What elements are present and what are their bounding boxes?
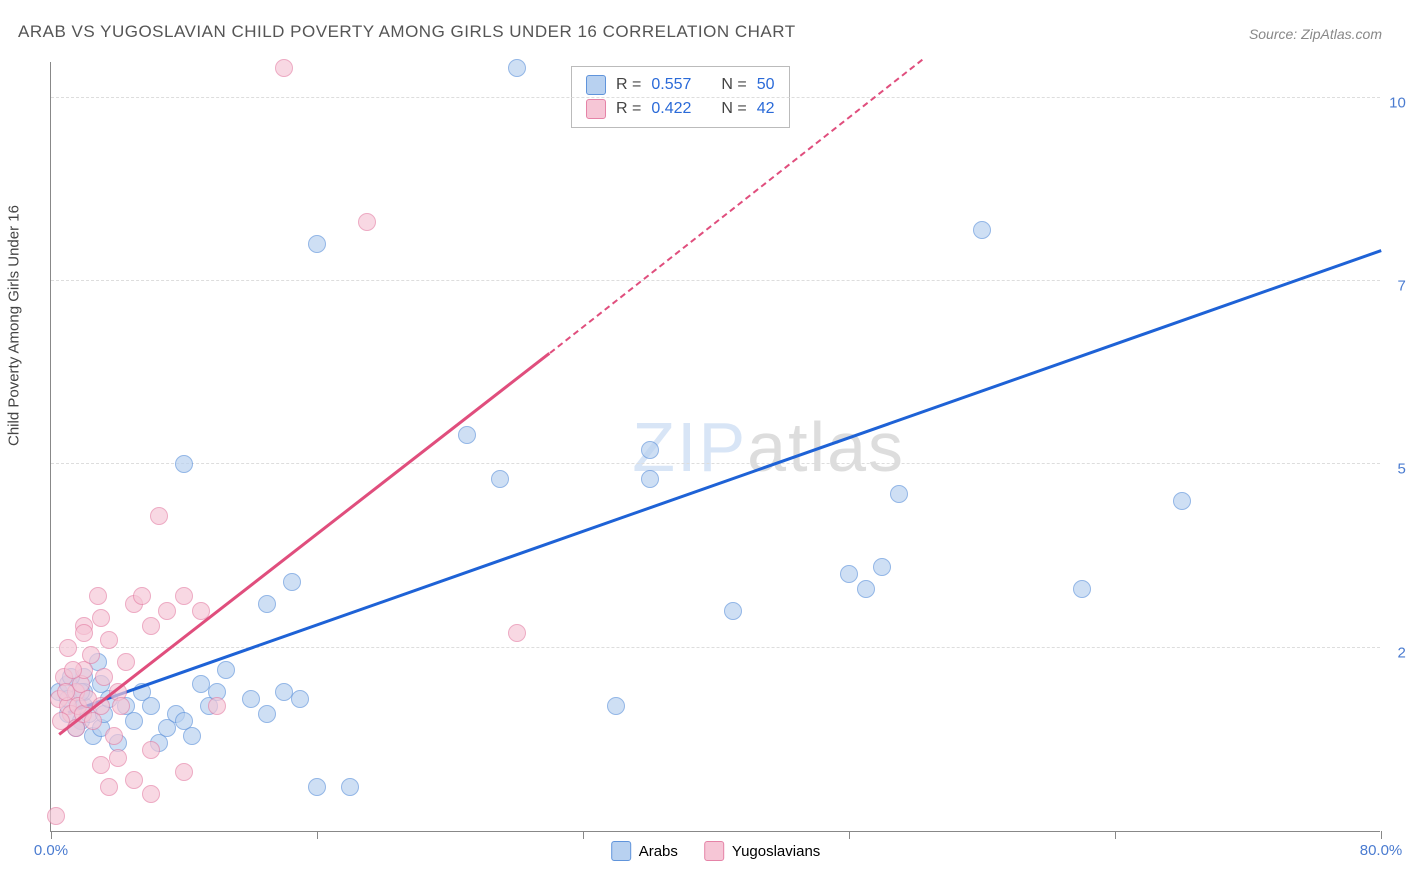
legend-item: Yugoslavians: [704, 841, 820, 861]
x-tick: [1115, 831, 1116, 839]
gridline: [51, 280, 1380, 281]
data-point: [125, 712, 143, 730]
scatter-plot: ZIPatlas R =0.557N =50R =0.422N =42 Arab…: [50, 62, 1380, 832]
legend-swatch: [586, 75, 606, 95]
r-label: R =: [616, 100, 641, 118]
n-value: 42: [757, 100, 775, 118]
data-point: [92, 756, 110, 774]
data-point: [142, 617, 160, 635]
y-tick-label: 100.0%: [1389, 94, 1406, 111]
chart-title: ARAB VS YUGOSLAVIAN CHILD POVERTY AMONG …: [18, 22, 796, 42]
gridline: [51, 97, 1380, 98]
source-label: Source: ZipAtlas.com: [1249, 26, 1382, 42]
y-tick-label: 25.0%: [1397, 644, 1406, 661]
data-point: [89, 587, 107, 605]
data-point: [840, 565, 858, 583]
data-point: [208, 697, 226, 715]
x-tick: [51, 831, 52, 839]
data-point: [142, 785, 160, 803]
data-point: [607, 697, 625, 715]
y-tick-label: 75.0%: [1397, 278, 1406, 295]
data-point: [242, 690, 260, 708]
r-value: 0.422: [651, 100, 691, 118]
data-point: [175, 587, 193, 605]
data-point: [275, 59, 293, 77]
data-point: [75, 624, 93, 642]
data-point: [508, 59, 526, 77]
data-point: [158, 602, 176, 620]
data-point: [59, 639, 77, 657]
data-point: [857, 580, 875, 598]
legend-swatch: [611, 841, 631, 861]
trend-line: [67, 249, 1381, 713]
x-tick-label: 0.0%: [34, 842, 68, 859]
y-axis-title: Child Poverty Among Girls Under 16: [6, 205, 23, 446]
data-point: [873, 558, 891, 576]
data-point: [95, 668, 113, 686]
x-tick-label: 80.0%: [1360, 842, 1403, 859]
legend-swatch: [586, 99, 606, 119]
data-point: [1173, 492, 1191, 510]
data-point: [283, 573, 301, 591]
data-point: [100, 778, 118, 796]
watermark: ZIPatlas: [632, 407, 905, 487]
data-point: [890, 485, 908, 503]
data-point: [641, 470, 659, 488]
data-point: [308, 778, 326, 796]
data-point: [641, 441, 659, 459]
data-point: [142, 697, 160, 715]
legend-label: Yugoslavians: [732, 843, 820, 860]
data-point: [508, 624, 526, 642]
data-point: [1073, 580, 1091, 598]
data-point: [142, 741, 160, 759]
data-point: [175, 455, 193, 473]
data-point: [112, 697, 130, 715]
x-tick: [317, 831, 318, 839]
data-point: [341, 778, 359, 796]
x-tick: [1381, 831, 1382, 839]
data-point: [724, 602, 742, 620]
gridline: [51, 463, 1380, 464]
data-point: [92, 609, 110, 627]
data-point: [291, 690, 309, 708]
data-point: [183, 727, 201, 745]
n-label: N =: [721, 76, 746, 94]
data-point: [125, 771, 143, 789]
data-point: [64, 661, 82, 679]
data-point: [100, 631, 118, 649]
y-tick-label: 50.0%: [1397, 461, 1406, 478]
data-point: [133, 587, 151, 605]
data-point: [47, 807, 65, 825]
data-point: [150, 507, 168, 525]
data-point: [358, 213, 376, 231]
legend-row: R = 0.557 N = 50: [586, 73, 775, 97]
data-point: [217, 661, 235, 679]
legend-row: R = 0.422 N = 42: [586, 97, 775, 121]
series-legend: Arabs Yugoslavians: [611, 841, 821, 861]
data-point: [175, 763, 193, 781]
x-tick: [583, 831, 584, 839]
n-value: 50: [757, 76, 775, 94]
n-label: N =: [721, 100, 746, 118]
data-point: [973, 221, 991, 239]
data-point: [308, 235, 326, 253]
legend-swatch: [704, 841, 724, 861]
data-point: [458, 426, 476, 444]
data-point: [491, 470, 509, 488]
legend-item: Arabs: [611, 841, 678, 861]
data-point: [109, 749, 127, 767]
data-point: [82, 646, 100, 664]
data-point: [117, 653, 135, 671]
data-point: [258, 705, 276, 723]
data-point: [258, 595, 276, 613]
r-value: 0.557: [651, 76, 691, 94]
legend-label: Arabs: [639, 843, 678, 860]
trend-line: [59, 352, 551, 735]
x-tick: [849, 831, 850, 839]
data-point: [105, 727, 123, 745]
r-label: R =: [616, 76, 641, 94]
data-point: [192, 675, 210, 693]
data-point: [275, 683, 293, 701]
